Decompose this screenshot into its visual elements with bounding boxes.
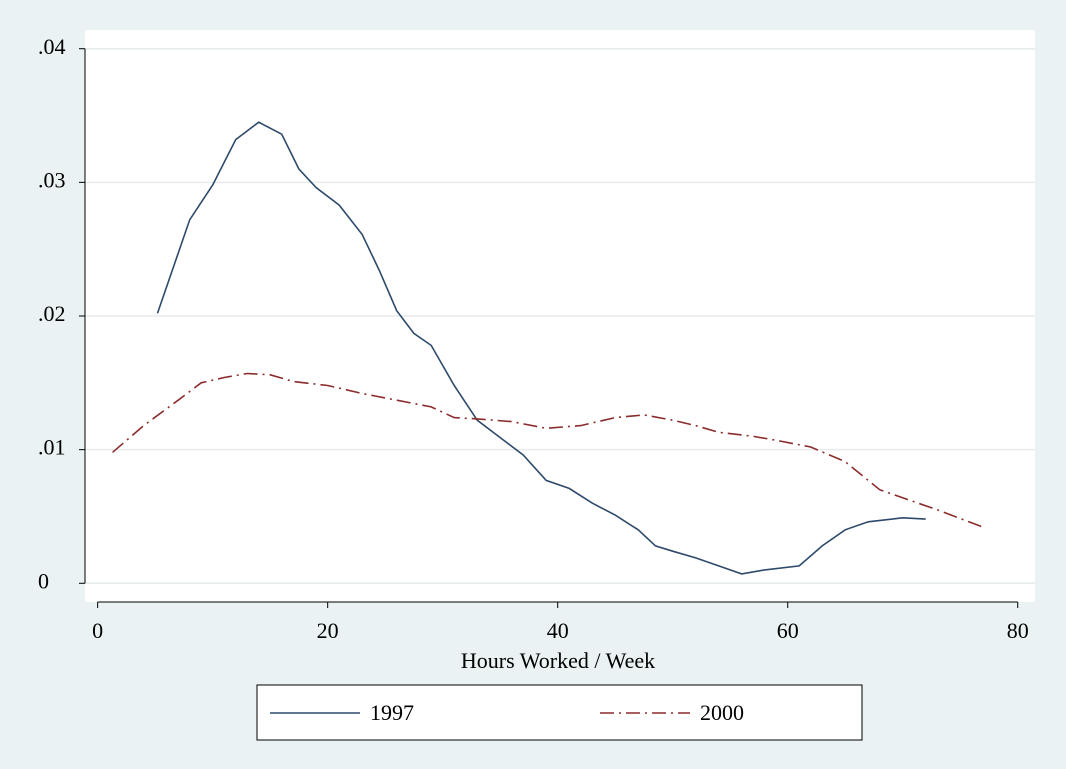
series-line	[112, 372, 984, 528]
y-tick-label: .03	[38, 167, 66, 192]
x-tick-label: 80	[1007, 618, 1029, 643]
series-line	[156, 121, 926, 575]
x-tick-label: 40	[547, 618, 569, 643]
y-tick-label: .02	[38, 301, 66, 326]
x-tick-label: 60	[777, 618, 799, 643]
y-tick-label: .01	[38, 435, 66, 460]
y-tick-label: .04	[38, 34, 66, 59]
y-tick-label: 0	[38, 568, 49, 593]
x-tick-label: 20	[317, 618, 339, 643]
x-axis-label: Hours Worked / Week	[461, 648, 655, 673]
legend-label: 1997	[370, 700, 414, 725]
legend-label: 2000	[700, 700, 744, 725]
x-tick-label: 0	[92, 618, 103, 643]
